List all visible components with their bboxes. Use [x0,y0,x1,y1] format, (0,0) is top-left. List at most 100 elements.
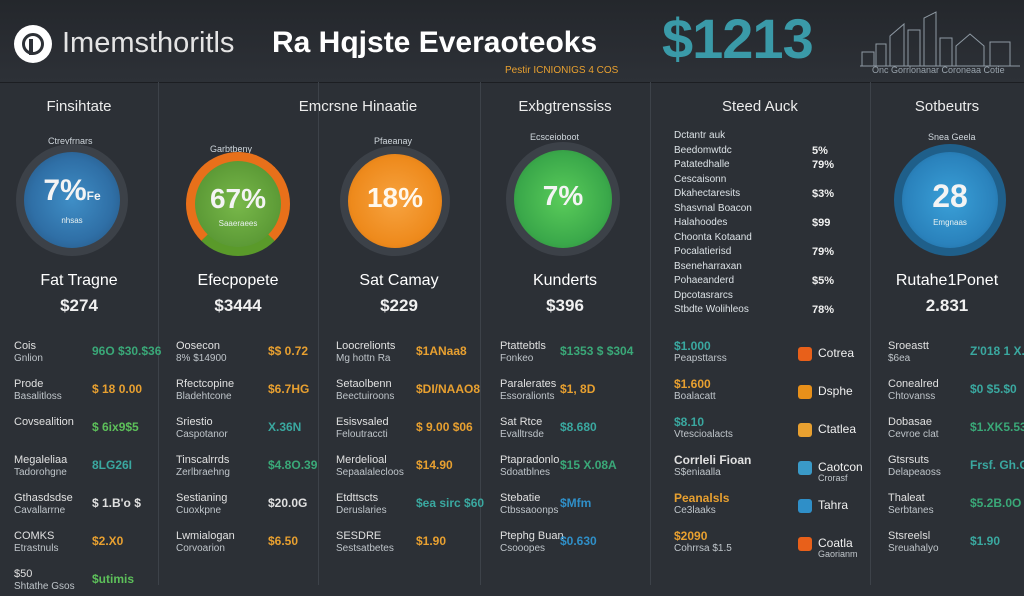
row-value: 96O $30.$36 [92,344,162,358]
metric-row[interactable]: Lwmialogan Corvoarion $6.50 [176,530,316,558]
stock-list-item[interactable]: Choonta Kotaand [674,232,864,246]
metric-row[interactable]: Sriestio Caspotanor X.36N [176,416,316,444]
metric-row[interactable]: Dobasae Cevroe clat $1.XK5.53 [888,416,1024,444]
metric-row[interactable]: Etdttscts Deruslaries $ea sirc $60 [336,492,484,520]
row-label: Tinscalrrds [176,454,230,466]
stock-row[interactable]: $2090 Cohrrsa $1.5 [674,530,784,558]
stock-list-item[interactable]: Dkahectaresits $3% [674,188,864,202]
row-label: Conealred [888,378,939,390]
metric-row[interactable]: Rfectcopine Bladehtcone $6.7HG [176,378,316,406]
stock-list-item[interactable]: Beedomwtdc 5% [674,145,864,159]
metric-row[interactable]: Prode Basalitloss $ 18 0.00 [14,378,154,406]
row-value: $utimis [92,572,135,586]
stock-item-value: $5% [812,275,835,287]
row-label: Stsreelsl [888,530,931,542]
stock-list-item[interactable]: Dpcotasrarcs [674,290,864,304]
category-item[interactable]: Coatla Gaorianm [798,534,868,559]
stock-row-value: $2090 [674,529,708,543]
stock-list-item[interactable]: Bseneharraxan [674,261,864,275]
metric-row[interactable]: Paralerates Essoralionts $1, 8D [500,378,650,406]
stock-row-value: $1.000 [674,339,711,353]
stock-item-label: Dctantr auk [674,130,726,141]
metric-row[interactable]: Stebatie Ctbssaoonps $Mfm [500,492,650,520]
metric-row[interactable]: SESDRE Sestsatbetes $1.90 [336,530,476,558]
category-name: Dsphe [818,384,853,398]
row-value: 8LG26I [92,458,133,472]
stock-list-item[interactable]: Shasvnal Boacon [674,203,864,217]
row-value: $4.8O.39 [268,458,318,472]
stock-list-item[interactable]: Stbdte Wolihleos 78% [674,304,864,318]
metric-row[interactable]: Merdelioal Sepaalalecloos $14.90 [336,454,476,482]
row-sublabel: Serbtanes [888,505,934,516]
metric-row[interactable]: Ptephg Buan Csooopes $0.630 [500,530,650,558]
stock-row[interactable]: $1.600 Boalacatt [674,378,784,406]
stock-row[interactable]: $8.10 Vtescioalacts [674,416,784,444]
stock-list-item[interactable]: Dctantr auk [674,130,864,144]
row-sublabel: Csooopes [500,543,546,554]
header-big-number: $1213 [662,7,814,70]
metric-row[interactable]: Thaleat Serbtanes $5.2B.0O [888,492,1024,520]
stock-item-label: Stbdte Wolihleos [674,304,749,315]
stock-row[interactable]: Peanalsls Ce3laaks [674,492,784,520]
brand-logo-icon[interactable] [14,25,52,63]
stock-item-value: 5% [812,144,828,157]
row-value: $DI/NAAO8 [416,382,481,396]
row-value: $ 18 0.00 [92,382,143,396]
metric-row[interactable]: Loocrelionts Mg hottn Ra $1ANaa8 [336,340,476,368]
row-label: Ptephg Buan [500,530,564,542]
stock-list-item[interactable]: Patatedhalle 79% [674,159,864,173]
stock-row-value: Peanalsls [674,491,730,505]
stock-row[interactable]: $1.000 Peapsttarss [674,340,784,368]
metric-row[interactable]: Stsreelsl Sreuahalyo $1.90 [888,530,1024,558]
gauge-value: 18% [366,182,424,213]
metric-row[interactable]: Tinscalrrds Zerlbraehng $4.8O.39 [176,454,318,482]
stock-row[interactable]: Corrleli Fioan S$eniaalla [674,454,784,482]
row-label: Oosecon [176,340,221,352]
stock-list-item[interactable]: Pocalatierisd 79% [674,246,864,260]
metric-row[interactable]: Sroeastt$6ea Z'018 1 X.4JG [888,340,1024,368]
row-label: Ptapradonlo [500,454,560,466]
stock-item-label: Pocalatierisd [674,246,732,257]
column-divider [480,82,481,585]
metric-row[interactable]: Setaolbenn Beectuiroons $DI/NAAO8 [336,378,480,406]
metric-row[interactable]: Esisvsaled Feloutraccti $ 9.00 $06 [336,416,476,444]
gauge-value: 28 [932,178,968,214]
metric-row[interactable]: $50 Shtathe Gsos $utimis [14,568,154,596]
metric-row[interactable]: Ptapradonlo Sdoatblnes $15 X.08A [500,454,650,482]
category-item[interactable]: Cotrea [798,344,868,366]
category-name: Coatla [818,536,853,550]
metric-row[interactable]: Sat Rtce Evalltrsde $8.680 [500,416,650,444]
metric-row[interactable]: Ptattebtls Fonkeo $1353 $ $304 [500,340,650,368]
row-value: $14.90 [416,458,453,472]
category-item[interactable]: Caotcon Crorasf [798,458,868,483]
row-value: $6.50 [268,534,299,548]
stock-row-label: Vtescioalacts [674,429,733,440]
metric-row[interactable]: Sestianing Cuoxkpne $20.0G [176,492,316,520]
metric-value: $274 [60,296,98,315]
stock-list-item[interactable]: Halahoodes $99 [674,217,864,231]
row-label: Setaolbenn [336,378,392,390]
column-title: Finsihtate [46,98,112,115]
column-title: Exbgtrenssiss [518,98,612,115]
row-value: $5.2B.0O [970,496,1022,510]
stock-list-item[interactable]: Cescaisonn [674,174,864,188]
metric-row[interactable]: Covsealition $ 6ix9$5 [14,416,154,444]
category-item[interactable]: Ctatlea [798,420,868,442]
category-item[interactable]: Tahra [798,496,868,518]
gauge-ring: 7% [506,142,620,256]
stock-list-item[interactable]: Pohaeanderd $5% [674,275,864,289]
metric-row[interactable]: Cois Gnlion 96O $30.$36 [14,340,161,368]
metric-row[interactable]: Oosecon 8% $14900 $$ 0.72 [176,340,316,368]
metric-row[interactable]: Megaleliaa Tadorohgne 8LG26I [14,454,154,482]
column-divider [158,82,159,585]
category-item[interactable]: Dsphe [798,382,868,404]
metric-row[interactable]: Gthasdsdse Cavallarrne $ 1.B'o $ [14,492,154,520]
metric-row[interactable]: Conealred Chtovanss $0 $5.$0 [888,378,1024,406]
metric-label: Fat Tragne [40,272,118,289]
metric-row[interactable]: COMKS Etrastnuls $2.X0 [14,530,154,558]
row-sublabel: Corvoarion [176,543,225,554]
stock-item-value: $3% [812,188,835,200]
column-divider [650,82,651,585]
row-sublabel: Fonkeo [500,353,534,364]
